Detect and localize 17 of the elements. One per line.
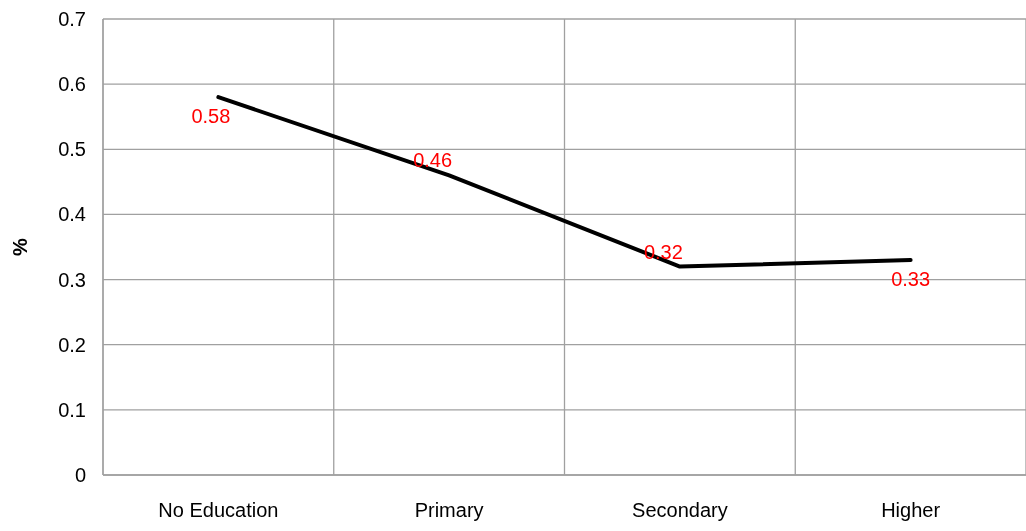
y-axis-title: % — [9, 237, 31, 256]
x-tick-label: Secondary — [632, 499, 728, 521]
x-tick-label: Higher — [881, 499, 941, 521]
y-tick-label: 0.2 — [58, 333, 86, 356]
x-tick-label: Primary — [414, 499, 484, 521]
y-tick-label: 0.6 — [58, 73, 86, 96]
data-label: 0.32 — [643, 240, 683, 263]
data-label: 0.58 — [191, 105, 231, 128]
data-label: 0.33 — [891, 268, 931, 291]
y-tick-label: 0.1 — [58, 398, 86, 421]
data-label: 0.46 — [413, 149, 453, 172]
x-tick-label: No Education — [158, 499, 279, 521]
y-tick-label: 0 — [74, 464, 86, 486]
y-tick-label: 0.5 — [58, 138, 86, 161]
y-tick-label: 0.3 — [58, 268, 86, 291]
y-tick-label: 0.4 — [58, 203, 86, 226]
y-tick-label: 0.7 — [58, 8, 86, 30]
